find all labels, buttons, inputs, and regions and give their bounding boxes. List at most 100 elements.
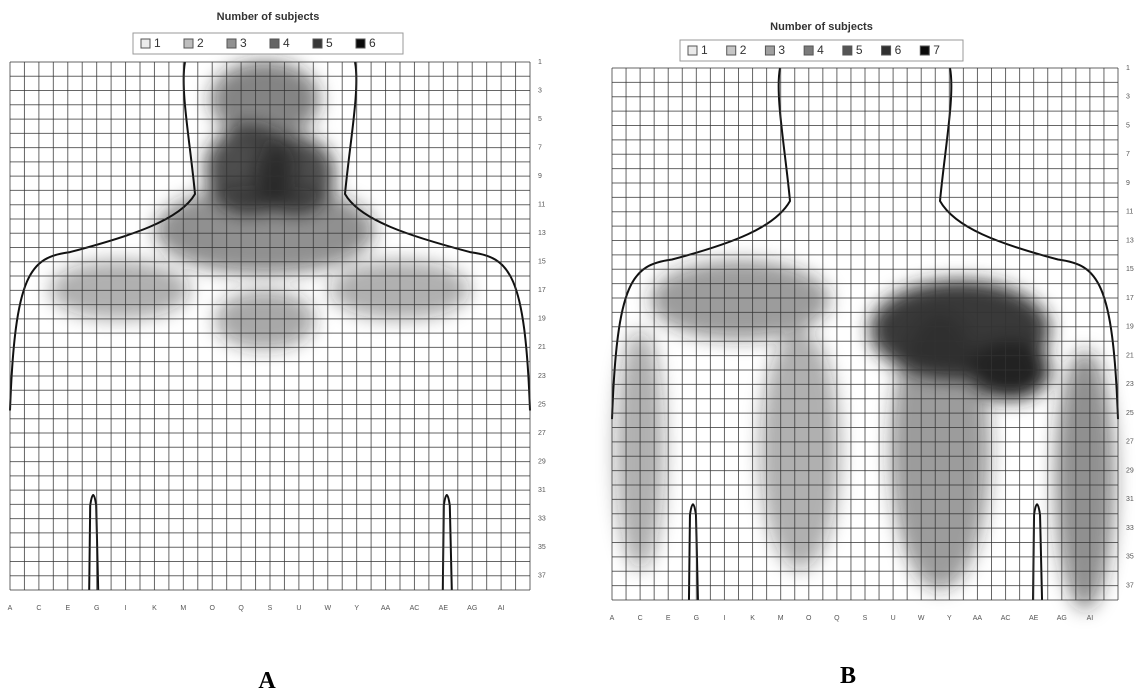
row-label: 13 (538, 230, 546, 237)
column-label: I (723, 615, 725, 622)
body-map-panel: A C E G I K M O Q S U W Y AA AC AE AG AI13579111315171921… (8, 11, 546, 691)
column-label: AI (498, 605, 505, 612)
legend-label: 1 (701, 43, 708, 57)
row-label: 33 (1126, 525, 1134, 532)
row-label: 37 (1126, 582, 1134, 589)
legend-swatch (269, 38, 280, 49)
legend-swatch (881, 45, 892, 56)
legend-box (132, 32, 404, 55)
pain-region (155, 185, 375, 275)
column-label: C (36, 605, 41, 612)
row-label: 9 (538, 173, 542, 180)
legend-label: 6 (369, 36, 376, 50)
row-label: 19 (1126, 324, 1134, 331)
legend-swatch (226, 38, 237, 49)
legend-swatch (919, 45, 930, 56)
row-label: 17 (1126, 295, 1134, 302)
column-label: E (65, 605, 70, 612)
row-label: 19 (538, 316, 546, 323)
row-label: 15 (538, 259, 546, 266)
column-label: U (891, 615, 896, 622)
column-label: M (180, 605, 186, 612)
column-label: W (918, 615, 925, 622)
pain-region (890, 310, 990, 590)
column-label: AE (439, 605, 449, 612)
legend-swatch (183, 38, 194, 49)
column-label: M (778, 615, 784, 622)
legend-label: 6 (895, 43, 902, 57)
column-label: Y (947, 615, 952, 622)
column-label: AC (1001, 615, 1011, 622)
legend-label: 1 (154, 36, 161, 50)
legend-label: 4 (817, 43, 824, 57)
row-label: 21 (538, 344, 546, 351)
column-label: I (125, 605, 127, 612)
row-label: 37 (538, 573, 546, 580)
column-label: E (666, 615, 671, 622)
column-label: C (638, 615, 643, 622)
legend-title: Number of subjects (217, 11, 320, 23)
row-label: 29 (538, 458, 546, 465)
pain-region (650, 260, 830, 340)
column-label: AI (1087, 615, 1094, 622)
legend-swatch (803, 45, 814, 56)
pain-region (210, 60, 320, 140)
column-label: AG (467, 605, 477, 612)
legend-label: 3 (240, 36, 247, 50)
legend-label: 2 (740, 43, 747, 57)
row-label: 7 (1126, 151, 1130, 158)
legend-swatch (140, 38, 151, 49)
row-label: 9 (1126, 180, 1130, 187)
pain-region (1055, 350, 1115, 610)
row-label: 27 (1126, 439, 1134, 446)
column-label: W (324, 605, 331, 612)
column-label: Y (354, 605, 359, 612)
panel-label: B (840, 663, 856, 689)
row-label: 1 (1126, 65, 1130, 72)
row-label: 33 (538, 515, 546, 522)
row-label: 3 (1126, 94, 1130, 101)
column-label: G (94, 605, 99, 612)
legend-title: Number of subjects (770, 21, 873, 33)
legend-swatch (726, 45, 737, 56)
column-label: Q (238, 605, 244, 612)
legend-box (679, 39, 964, 62)
column-label: G (694, 615, 699, 622)
row-label: 31 (538, 487, 546, 494)
row-label: 35 (538, 544, 546, 551)
legend-swatch (355, 38, 366, 49)
column-label: AG (1057, 615, 1067, 622)
row-label: 25 (1126, 410, 1134, 417)
body-map-panel: A C E G I K M O Q S U W Y AA AC AE AG AI13579111315171921… (610, 21, 1134, 689)
legend-label: 4 (283, 36, 290, 50)
row-label: 21 (1126, 352, 1134, 359)
pain-region (215, 290, 315, 350)
grid (611, 67, 1119, 601)
legend-swatch (312, 38, 323, 49)
row-label: 27 (538, 430, 546, 437)
column-label: S (268, 605, 273, 612)
column-label: A (610, 615, 615, 622)
row-label: 11 (1126, 209, 1133, 216)
row-label: 11 (538, 202, 545, 209)
column-label: K (152, 605, 157, 612)
legend-label: 5 (326, 36, 333, 50)
row-label: 15 (1126, 266, 1134, 273)
row-label: 3 (538, 87, 542, 94)
pain-shading (615, 260, 1115, 610)
pain-region (760, 330, 840, 570)
row-label: 29 (1126, 467, 1134, 474)
panel-label: A (258, 668, 276, 691)
row-label: 7 (538, 144, 542, 151)
column-label: K (750, 615, 755, 622)
column-label: O (806, 615, 812, 622)
row-label: 5 (1126, 122, 1130, 129)
legend-label: 2 (197, 36, 204, 50)
row-label: 31 (1126, 496, 1134, 503)
row-label: 35 (1126, 554, 1134, 561)
legend-label: 3 (778, 43, 785, 57)
row-label: 1 (538, 59, 542, 66)
row-label: 25 (538, 401, 546, 408)
row-label: 23 (1126, 381, 1134, 388)
